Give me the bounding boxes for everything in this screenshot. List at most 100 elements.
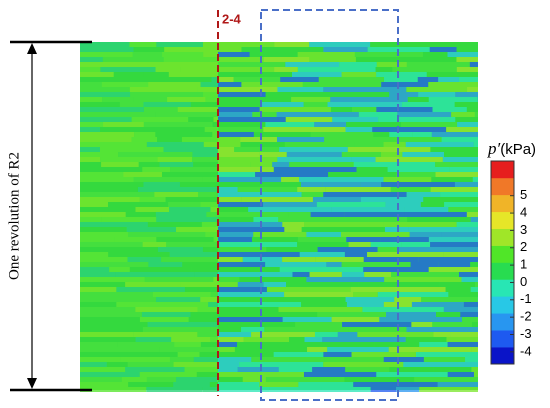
contour-stripe bbox=[80, 342, 118, 347]
contour-stripe bbox=[218, 82, 242, 87]
contour-stripe bbox=[264, 327, 349, 332]
contour-stripe bbox=[446, 337, 478, 342]
contour-stripe bbox=[102, 57, 164, 62]
colorbar-swatch bbox=[491, 194, 514, 213]
contour-stripe bbox=[392, 67, 457, 72]
contour-stripe bbox=[259, 152, 287, 157]
contour-stripe bbox=[265, 92, 327, 97]
contour-stripe bbox=[373, 132, 390, 137]
contour-stripe bbox=[282, 317, 332, 322]
contour-stripe bbox=[218, 197, 242, 202]
contour-stripe bbox=[208, 302, 218, 307]
contour-stripe bbox=[218, 352, 274, 357]
contour-stripe bbox=[273, 352, 324, 357]
contour-stripe bbox=[398, 247, 473, 252]
contour-stripe bbox=[422, 52, 448, 57]
contour-stripe bbox=[239, 277, 307, 282]
contour-stripe bbox=[131, 137, 158, 142]
colorbar-swatch bbox=[491, 313, 514, 331]
contour-stripe bbox=[421, 297, 478, 302]
contour-stripe bbox=[177, 107, 218, 112]
contour-stripe bbox=[433, 367, 472, 372]
contour-stripe bbox=[218, 372, 258, 377]
colorbar-swatch bbox=[491, 330, 514, 348]
contour-stripe bbox=[430, 242, 478, 247]
contour-stripe bbox=[360, 182, 382, 187]
contour-stripe bbox=[161, 257, 218, 262]
contour-stripe bbox=[291, 97, 331, 102]
contour-stripe bbox=[286, 282, 359, 287]
contour-stripe bbox=[80, 362, 107, 367]
contour-stripe bbox=[303, 102, 328, 107]
contour-stripe bbox=[139, 372, 197, 377]
contour-stripe bbox=[381, 152, 403, 157]
contour-stripe bbox=[444, 152, 478, 157]
contour-stripe bbox=[389, 57, 457, 62]
contour-stripe bbox=[430, 147, 478, 152]
contour-stripe bbox=[319, 342, 375, 347]
contour-stripe bbox=[465, 357, 478, 362]
contour-stripe bbox=[234, 347, 308, 352]
contour-stripe bbox=[80, 257, 128, 262]
contour-stripe bbox=[353, 382, 438, 387]
contour-stripe bbox=[218, 262, 266, 267]
contour-stripe bbox=[307, 347, 328, 352]
contour-stripe bbox=[168, 72, 218, 77]
contour-stripe bbox=[218, 212, 289, 217]
contour-stripe bbox=[129, 42, 157, 47]
contour-stripe bbox=[354, 52, 423, 57]
contour-stripe bbox=[265, 262, 327, 267]
contour-stripe bbox=[407, 217, 471, 222]
contour-stripe bbox=[132, 52, 163, 57]
contour-stripe bbox=[346, 122, 402, 127]
contour-stripe bbox=[169, 207, 211, 212]
contour-stripe bbox=[188, 317, 218, 322]
contour-stripe bbox=[100, 157, 158, 162]
contour-stripe bbox=[198, 192, 218, 197]
contour-stripe bbox=[213, 237, 218, 242]
contour-stripe bbox=[250, 162, 273, 167]
colorbar-unit: (kPa) bbox=[500, 141, 536, 158]
contour-stripe bbox=[387, 167, 450, 172]
contour-stripe bbox=[346, 237, 381, 242]
contour-stripe bbox=[470, 217, 478, 222]
contour-stripe bbox=[383, 357, 424, 362]
contour-stripe bbox=[273, 167, 357, 172]
contour-stripe bbox=[451, 112, 475, 117]
contour-stripe bbox=[391, 272, 459, 277]
contour-stripe bbox=[80, 107, 144, 112]
contour-stripe bbox=[471, 347, 478, 352]
contour-stripe bbox=[374, 342, 394, 347]
contour-stripe bbox=[151, 62, 218, 67]
contour-stripe bbox=[218, 157, 278, 162]
contour-stripe bbox=[211, 77, 218, 82]
contour-stripe bbox=[380, 237, 429, 242]
contour-stripe bbox=[263, 57, 310, 62]
contour-stripe bbox=[301, 182, 323, 187]
contour-stripe bbox=[473, 142, 478, 147]
contour-stripe bbox=[240, 142, 285, 147]
contour-stripe bbox=[80, 172, 124, 177]
contour-stripe bbox=[384, 227, 409, 232]
contour-stripe bbox=[429, 47, 457, 52]
contour-stripe bbox=[288, 212, 311, 217]
contour-stripe bbox=[331, 317, 380, 322]
contour-stripe bbox=[408, 227, 478, 232]
contour-stripe bbox=[80, 217, 102, 222]
contour-stripe bbox=[80, 242, 143, 247]
contour-stripe bbox=[159, 347, 218, 352]
contour-stripe bbox=[218, 257, 243, 262]
contour-stripe bbox=[80, 247, 158, 252]
contour-stripe bbox=[331, 277, 385, 282]
contour-stripe bbox=[331, 207, 405, 212]
contour-stripe bbox=[414, 377, 478, 382]
contour-stripe bbox=[80, 197, 140, 202]
contour-stripe bbox=[218, 342, 238, 347]
contour-stripe bbox=[218, 162, 251, 167]
contour-stripe bbox=[100, 67, 156, 72]
contour-stripe bbox=[342, 322, 412, 327]
contour-stripe bbox=[161, 172, 218, 177]
contour-stripe bbox=[218, 147, 235, 152]
contour-stripe bbox=[200, 342, 218, 347]
contour-stripe bbox=[466, 212, 478, 217]
